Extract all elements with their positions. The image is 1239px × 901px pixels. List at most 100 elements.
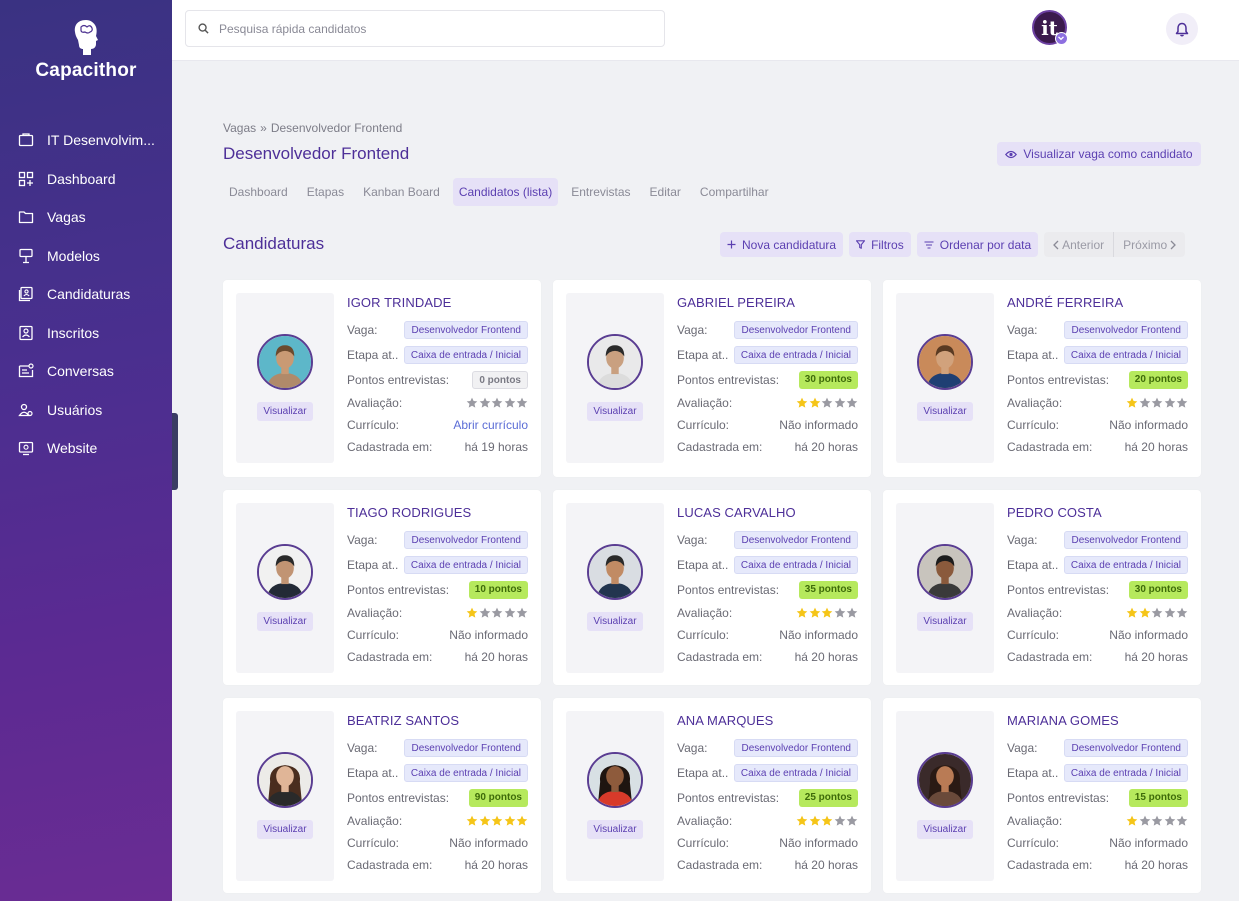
resume-value: Não informado <box>779 836 858 850</box>
filters-button[interactable]: Filtros <box>849 232 911 257</box>
rating-stars[interactable] <box>796 607 859 619</box>
logo[interactable]: Capacithor <box>0 18 172 82</box>
previous-page-button[interactable]: Anterior <box>1044 232 1113 257</box>
view-candidate-button[interactable]: Visualizar <box>587 402 643 421</box>
points-row: Pontos entrevistas: 30 pontos <box>1007 577 1188 602</box>
candidate-info: PEDRO COSTA Vaga: Desenvolvedor Frontend Et… <box>1007 505 1188 668</box>
sidebar-collapse-handle[interactable] <box>172 413 178 490</box>
sidebar-item-candidaturas[interactable]: Candidaturas <box>0 275 172 314</box>
sort-button[interactable]: Ordenar por data <box>916 232 1039 257</box>
candidate-name[interactable]: GABRIEL PEREIRA <box>677 295 796 310</box>
candidate-name[interactable]: PEDRO COSTA <box>1007 505 1102 520</box>
sidebar-item-it-desenvolvim[interactable]: IT Desenvolvim... <box>0 121 172 160</box>
notifications-button[interactable] <box>1166 13 1198 45</box>
stage-row: Etapa at... Caixa de entrada / Inicial <box>347 342 528 367</box>
tab-compartilhar[interactable]: Compartilhar <box>699 185 769 199</box>
candidate-name[interactable]: ANDRÉ FERREIRA <box>1007 295 1124 310</box>
tab-dashboard[interactable]: Dashboard <box>229 185 288 199</box>
star-filled-icon <box>466 607 478 618</box>
breadcrumb-parent[interactable]: Vagas <box>223 121 257 135</box>
tab-kanban-board[interactable]: Kanban Board <box>363 185 440 199</box>
rating-label: Avaliação: <box>1007 396 1063 410</box>
sort-label: Ordenar por data <box>939 237 1032 252</box>
candidate-card: Visualizar MARIANA GOMES Vaga: Desenvolvedo… <box>883 698 1201 893</box>
registered-label: Cadastrada em: <box>677 650 763 664</box>
job-label: Vaga: <box>1007 740 1038 755</box>
job-row: Vaga: Desenvolvedor Frontend <box>1007 317 1188 342</box>
rating-row: Avaliação: <box>1007 810 1188 832</box>
search-input[interactable] <box>219 21 639 36</box>
search-box <box>185 10 665 47</box>
star-filled-icon <box>1126 607 1138 618</box>
filters-label: Filtros <box>871 237 904 252</box>
job-badge: Desenvolvedor Frontend <box>404 738 528 757</box>
rating-stars[interactable] <box>1126 815 1189 827</box>
registered-value: há 20 horas <box>1124 650 1188 664</box>
registered-row: Cadastrada em: há 20 horas <box>677 854 858 876</box>
candidate-name[interactable]: MARIANA GOMES <box>1007 713 1119 728</box>
stage-badge: Caixa de entrada / Inicial <box>1063 763 1188 782</box>
pagination: Anterior Próximo <box>1044 232 1186 257</box>
candidate-name[interactable]: TIAGO RODRIGUES <box>347 505 472 520</box>
sidebar-item-vagas[interactable]: Vagas <box>0 198 172 237</box>
resume-row: Currículo: Não informado <box>677 414 858 436</box>
tab-etapas[interactable]: Etapas <box>306 185 345 199</box>
view-candidate-button[interactable]: Visualizar <box>917 612 973 631</box>
points-badge: 15 pontos <box>1128 788 1188 807</box>
rating-row: Avaliação: <box>347 810 528 832</box>
star-filled-icon <box>479 815 490 826</box>
candidate-name[interactable]: ANA MARQUES <box>677 713 774 728</box>
rating-stars[interactable] <box>796 815 859 827</box>
rating-stars[interactable] <box>466 607 529 619</box>
breadcrumb-current: Desenvolvedor Frontend <box>270 121 403 135</box>
view-candidate-button[interactable]: Visualizar <box>587 820 643 839</box>
rating-stars[interactable] <box>1126 397 1189 409</box>
points-row: Pontos entrevistas: 10 pontos <box>347 577 528 602</box>
sidebar-item-modelos[interactable]: Modelos <box>0 237 172 276</box>
brain-head-icon <box>74 20 98 55</box>
candidate-name[interactable]: BEATRIZ SANTOS <box>347 713 460 728</box>
candidate-name[interactable]: IGOR TRINDADE <box>347 295 452 310</box>
new-application-button[interactable]: Nova candidatura <box>720 232 844 257</box>
tab-editar[interactable]: Editar <box>649 185 681 199</box>
sidebar-item-dashboard[interactable]: Dashboard <box>0 160 172 199</box>
rating-stars[interactable] <box>796 397 859 409</box>
view-candidate-button[interactable]: Visualizar <box>917 820 973 839</box>
sidebar-item-conversas[interactable]: Conversas <box>0 352 172 391</box>
points-label: Pontos entrevistas: <box>677 372 780 387</box>
view-candidate-button[interactable]: Visualizar <box>587 612 643 631</box>
candidate-avatar <box>587 334 643 390</box>
rating-label: Avaliação: <box>347 396 403 410</box>
points-row: Pontos entrevistas: 0 pontos <box>347 367 528 392</box>
chevron-down-icon[interactable] <box>1055 32 1068 45</box>
photo-panel: Visualizar <box>566 503 664 673</box>
stage-label: Etapa at... <box>677 347 729 362</box>
plus-icon <box>727 240 736 249</box>
candidate-name[interactable]: LUCAS CARVALHO <box>677 505 796 520</box>
view-candidate-button[interactable]: Visualizar <box>257 612 313 631</box>
rating-stars[interactable] <box>466 815 529 827</box>
resume-value: Não informado <box>1109 418 1188 432</box>
photo-panel: Visualizar <box>566 711 664 881</box>
open-resume-link[interactable]: Abrir currículo <box>453 418 528 432</box>
candidate-info: ANDRÉ FERREIRA Vaga: Desenvolvedor Fronten… <box>1007 295 1188 458</box>
stage-label: Etapa at... <box>347 765 399 780</box>
resume-value: Não informado <box>449 628 528 642</box>
view-candidate-button[interactable]: Visualizar <box>917 402 973 421</box>
job-row: Vaga: Desenvolvedor Frontend <box>1007 735 1188 760</box>
sidebar-item-usuários[interactable]: Usuários <box>0 391 172 430</box>
rating-stars[interactable] <box>466 397 529 409</box>
company-icon <box>18 133 34 147</box>
view-as-candidate-button[interactable]: Visualizar vaga como candidato <box>997 142 1201 166</box>
app-name: Capacithor <box>35 60 137 81</box>
next-page-button[interactable]: Próximo <box>1113 232 1185 257</box>
points-label: Pontos entrevistas: <box>1007 790 1110 805</box>
sidebar-item-website[interactable]: Website <box>0 429 172 468</box>
sidebar-item-inscritos[interactable]: Inscritos <box>0 314 172 353</box>
stage-badge: Caixa de entrada / Inicial <box>733 763 858 782</box>
tab-entrevistas[interactable]: Entrevistas <box>571 185 631 199</box>
tab-candidatos-lista[interactable]: Candidatos (lista) <box>452 178 559 206</box>
rating-stars[interactable] <box>1126 607 1189 619</box>
view-candidate-button[interactable]: Visualizar <box>257 820 313 839</box>
view-candidate-button[interactable]: Visualizar <box>257 402 313 421</box>
